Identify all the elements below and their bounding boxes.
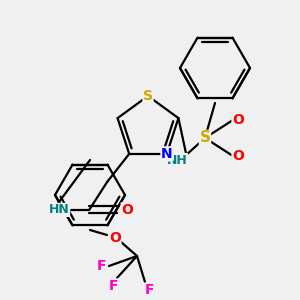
Text: F: F [145, 283, 155, 297]
Text: F: F [96, 259, 106, 273]
Text: S: S [143, 89, 153, 103]
Text: NH: NH [167, 154, 188, 166]
Text: F: F [109, 279, 119, 293]
Text: HN: HN [49, 203, 70, 216]
Text: O: O [109, 231, 121, 245]
Text: N: N [161, 147, 172, 161]
Text: S: S [200, 130, 211, 146]
Text: O: O [232, 113, 244, 127]
Text: O: O [232, 149, 244, 163]
Text: O: O [121, 203, 133, 217]
